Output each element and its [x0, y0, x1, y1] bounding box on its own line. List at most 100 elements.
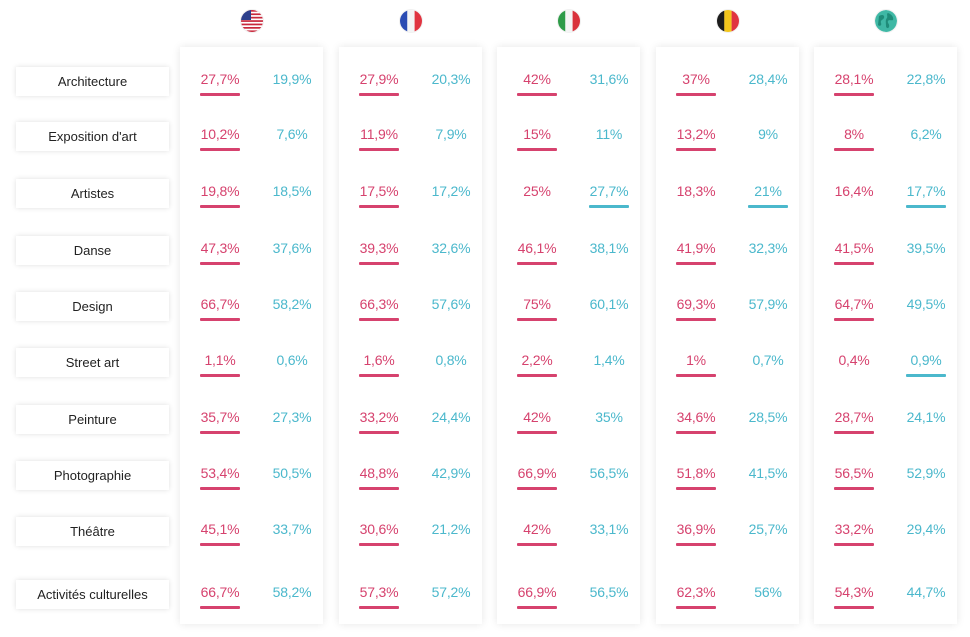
value-label: 60,1% — [589, 296, 629, 312]
value-cell-series-b: 19,9% — [271, 69, 313, 101]
row-label: Artistes — [16, 179, 169, 208]
value-label: 29,4% — [906, 521, 946, 537]
value-label: 27,7% — [200, 71, 240, 87]
value-label: 0,4% — [838, 352, 870, 368]
value-label: 41,5% — [748, 465, 788, 481]
value-label: 42,9% — [431, 465, 471, 481]
value-cell-series-a: 28,1% — [833, 69, 875, 101]
highlight-bar — [676, 93, 716, 96]
value-label: 48,8% — [359, 465, 399, 481]
value-label: 18,5% — [272, 183, 312, 199]
country-column — [180, 47, 323, 624]
value-cell-series-a: 42% — [516, 69, 558, 101]
value-cell-series-a: 8% — [833, 124, 875, 156]
value-label: 21,2% — [431, 521, 471, 537]
value-label: 35% — [595, 409, 623, 425]
highlight-bar — [359, 374, 399, 377]
value-cell-series-b: 24,4% — [430, 407, 472, 439]
value-label: 66,7% — [200, 584, 240, 600]
value-label: 75% — [523, 296, 551, 312]
value-cell-series-b: 27,7% — [588, 181, 630, 213]
highlight-bar — [906, 205, 946, 208]
value-cell-series-b: 50,5% — [271, 463, 313, 495]
value-cell-series-a: 47,3% — [199, 238, 241, 270]
value-cell-series-a: 64,7% — [833, 294, 875, 326]
value-label: 19,8% — [200, 183, 240, 199]
highlight-bar — [517, 374, 557, 377]
value-label: 13,2% — [676, 126, 716, 142]
value-cell-series-b: 0,9% — [905, 350, 947, 382]
value-cell-series-a: 33,2% — [833, 519, 875, 551]
highlight-bar — [676, 318, 716, 321]
value-label: 0,8% — [435, 352, 467, 368]
value-cell-series-a: 57,3% — [358, 582, 400, 614]
value-cell-series-a: 19,8% — [199, 181, 241, 213]
value-cell-series-b: 29,4% — [905, 519, 947, 551]
value-label: 54,3% — [834, 584, 874, 600]
highlight-bar — [834, 262, 874, 265]
highlight-bar — [359, 431, 399, 434]
highlight-bar — [676, 148, 716, 151]
value-label: 41,9% — [676, 240, 716, 256]
value-label: 27,9% — [359, 71, 399, 87]
value-cell-series-a: 0,4% — [833, 350, 875, 382]
row-label: Théâtre — [16, 517, 169, 546]
highlight-bar — [359, 262, 399, 265]
value-label: 1% — [686, 352, 706, 368]
highlight-bar — [517, 487, 557, 490]
value-cell-series-b: 42,9% — [430, 463, 472, 495]
value-cell-series-b: 25,7% — [747, 519, 789, 551]
highlight-bar — [200, 487, 240, 490]
highlight-bar — [200, 374, 240, 377]
value-cell-series-b: 22,8% — [905, 69, 947, 101]
value-label: 10,2% — [200, 126, 240, 142]
value-label: 33,7% — [272, 521, 312, 537]
value-label: 6,2% — [910, 126, 942, 142]
value-cell-series-b: 37,6% — [271, 238, 313, 270]
value-cell-series-b: 0,7% — [747, 350, 789, 382]
value-cell-series-b: 33,7% — [271, 519, 313, 551]
highlight-bar — [834, 93, 874, 96]
highlight-bar — [517, 431, 557, 434]
value-label: 56,5% — [589, 584, 629, 600]
value-label: 66,3% — [359, 296, 399, 312]
value-label: 18,3% — [676, 183, 716, 199]
highlight-bar — [834, 431, 874, 434]
highlight-bar — [517, 318, 557, 321]
value-label: 7,6% — [276, 126, 308, 142]
value-label: 0,7% — [752, 352, 784, 368]
value-cell-series-b: 32,3% — [747, 238, 789, 270]
highlight-bar — [359, 606, 399, 609]
value-label: 57,2% — [431, 584, 471, 600]
value-label: 28,1% — [834, 71, 874, 87]
value-label: 62,3% — [676, 584, 716, 600]
value-cell-series-a: 28,7% — [833, 407, 875, 439]
value-cell-series-a: 39,3% — [358, 238, 400, 270]
value-cell-series-b: 58,2% — [271, 582, 313, 614]
value-label: 2,2% — [521, 352, 553, 368]
value-label: 24,1% — [906, 409, 946, 425]
value-cell-series-a: 56,5% — [833, 463, 875, 495]
value-cell-series-b: 0,8% — [430, 350, 472, 382]
value-cell-series-b: 56,5% — [588, 463, 630, 495]
value-cell-series-a: 2,2% — [516, 350, 558, 382]
value-label: 38,1% — [589, 240, 629, 256]
value-cell-series-b: 6,2% — [905, 124, 947, 156]
value-label: 9% — [758, 126, 778, 142]
value-cell-series-b: 27,3% — [271, 407, 313, 439]
value-label: 57,9% — [748, 296, 788, 312]
value-cell-series-a: 48,8% — [358, 463, 400, 495]
value-cell-series-a: 1,6% — [358, 350, 400, 382]
value-cell-series-a: 66,3% — [358, 294, 400, 326]
value-cell-series-b: 24,1% — [905, 407, 947, 439]
value-label: 53,4% — [200, 465, 240, 481]
value-cell-series-a: 30,6% — [358, 519, 400, 551]
highlight-bar — [359, 318, 399, 321]
value-cell-series-b: 17,2% — [430, 181, 472, 213]
value-label: 28,7% — [834, 409, 874, 425]
value-label: 56,5% — [589, 465, 629, 481]
highlight-bar — [517, 262, 557, 265]
value-cell-series-b: 49,5% — [905, 294, 947, 326]
value-label: 0,6% — [276, 352, 308, 368]
value-label: 49,5% — [906, 296, 946, 312]
